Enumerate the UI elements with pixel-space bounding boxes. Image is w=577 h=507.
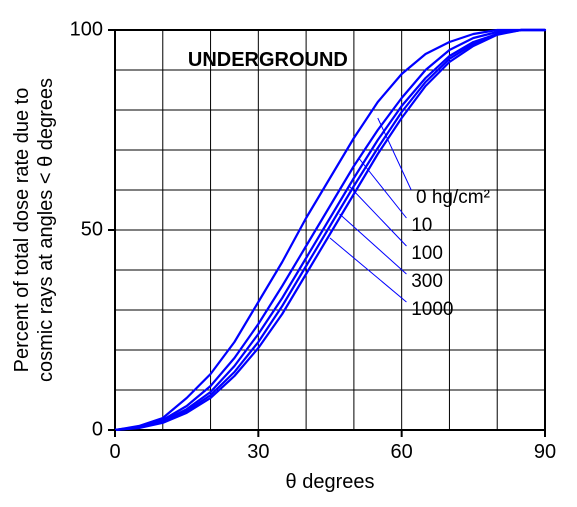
chart-container: 0 hg/cm² 10 100 300 1000 UNDERGROUND 0 30 60 90 0 5…: [0, 0, 577, 507]
x-axis-label: θ degrees: [286, 471, 375, 493]
ytick-label: 50: [81, 218, 103, 240]
chart-title: UNDERGROUND: [188, 49, 348, 71]
xtick-label: 60: [391, 441, 413, 463]
curve-label: 300: [411, 271, 443, 292]
ytick-label: 0: [92, 418, 103, 440]
curve-label: 100: [411, 243, 443, 264]
xtick-label: 30: [247, 441, 269, 463]
y-axis-label-line: cosmic rays at angles < θ degrees: [35, 78, 57, 382]
xtick-label: 0: [109, 441, 120, 463]
chart-svg: 0 hg/cm² 10 100 300 1000 UNDERGROUND 0 30 60 90 0 5…: [0, 0, 577, 507]
curve-label: 10: [411, 215, 432, 236]
ytick-label: 100: [70, 18, 103, 40]
xtick-label: 90: [534, 441, 556, 463]
curve-label: 1000: [411, 299, 453, 320]
curve-label: 0 hg/cm²: [416, 187, 490, 208]
y-axis-label-line: Percent of total dose rate due to: [11, 88, 33, 373]
